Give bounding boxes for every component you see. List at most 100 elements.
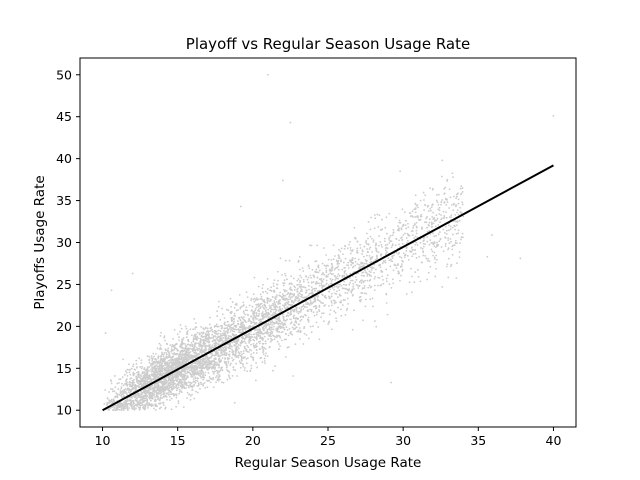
- data-point: [248, 348, 251, 351]
- data-point: [285, 338, 287, 341]
- data-point: [180, 382, 183, 385]
- data-point: [231, 374, 234, 377]
- data-point: [363, 262, 366, 265]
- data-point: [342, 299, 345, 301]
- data-point: [405, 293, 408, 295]
- data-point: [188, 381, 191, 384]
- data-point: [332, 273, 334, 275]
- data-point: [191, 349, 194, 351]
- data-point: [307, 337, 310, 340]
- data-point: [338, 293, 341, 296]
- data-point: [181, 353, 184, 355]
- data-point: [234, 334, 237, 336]
- data-point: [460, 185, 463, 188]
- data-point: [156, 388, 159, 391]
- data-point: [130, 385, 133, 388]
- data-point: [330, 295, 333, 298]
- data-point: [372, 241, 375, 243]
- data-point: [250, 297, 253, 300]
- data-point: [364, 258, 367, 261]
- data-point: [214, 358, 217, 361]
- data-point: [378, 235, 380, 238]
- data-point: [252, 359, 255, 361]
- data-point: [452, 209, 455, 212]
- data-point: [193, 348, 195, 351]
- data-point: [397, 225, 399, 228]
- data-point: [278, 348, 281, 351]
- data-point: [306, 309, 309, 312]
- data-point: [253, 339, 256, 342]
- data-point: [219, 369, 222, 372]
- data-point: [203, 357, 206, 360]
- data-point: [369, 246, 372, 249]
- data-point: [173, 346, 176, 349]
- data-point: [116, 396, 119, 399]
- data-point: [443, 187, 445, 190]
- data-point: [424, 243, 427, 246]
- data-point: [217, 377, 220, 380]
- data-point: [245, 291, 248, 294]
- chart-title: Playoff vs Regular Season Usage Rate: [186, 35, 470, 53]
- data-point: [314, 289, 316, 292]
- data-point: [146, 367, 149, 370]
- data-point: [441, 159, 444, 162]
- data-point: [448, 216, 451, 218]
- data-point: [165, 381, 168, 383]
- data-point: [447, 276, 450, 279]
- data-point: [231, 311, 233, 313]
- data-point: [149, 379, 152, 381]
- data-point: [250, 321, 253, 324]
- data-point: [219, 330, 222, 333]
- data-point: [177, 402, 180, 405]
- data-point: [371, 305, 374, 308]
- data-point: [316, 296, 319, 299]
- data-point: [315, 268, 318, 271]
- data-point: [438, 231, 441, 233]
- data-point: [237, 309, 239, 311]
- data-point: [262, 283, 264, 286]
- data-point: [214, 330, 217, 333]
- data-point: [139, 399, 142, 402]
- data-point: [367, 243, 370, 246]
- data-point: [298, 283, 300, 286]
- data-point: [159, 360, 162, 363]
- data-point: [321, 286, 323, 289]
- data-point: [457, 213, 460, 216]
- data-point: [143, 367, 146, 369]
- data-point: [408, 212, 411, 214]
- data-point: [217, 329, 220, 332]
- data-point: [163, 335, 166, 337]
- data-point: [385, 280, 388, 283]
- data-point: [288, 282, 291, 285]
- data-point: [400, 274, 402, 277]
- data-point: [449, 228, 452, 231]
- data-point: [340, 247, 343, 250]
- data-point: [157, 370, 160, 372]
- data-point: [141, 396, 144, 398]
- data-point: [440, 214, 442, 216]
- data-point: [202, 384, 204, 387]
- data-point: [156, 361, 158, 364]
- data-point: [245, 362, 248, 365]
- data-point: [441, 199, 443, 201]
- data-point: [418, 255, 421, 258]
- data-point: [220, 334, 222, 337]
- data-point: [205, 338, 207, 340]
- data-point: [248, 351, 250, 353]
- data-point: [430, 209, 432, 212]
- data-point: [170, 350, 172, 353]
- data-point: [118, 408, 121, 411]
- data-point: [433, 251, 436, 254]
- data-point: [407, 233, 410, 236]
- data-point: [429, 187, 431, 190]
- data-point: [196, 335, 199, 338]
- data-point: [176, 352, 179, 355]
- data-point: [408, 281, 411, 284]
- data-point: [168, 368, 171, 371]
- data-point: [330, 267, 333, 269]
- data-point: [210, 362, 212, 365]
- data-point: [258, 342, 261, 345]
- data-point: [275, 295, 278, 298]
- data-point: [213, 368, 216, 370]
- data-point: [181, 343, 184, 345]
